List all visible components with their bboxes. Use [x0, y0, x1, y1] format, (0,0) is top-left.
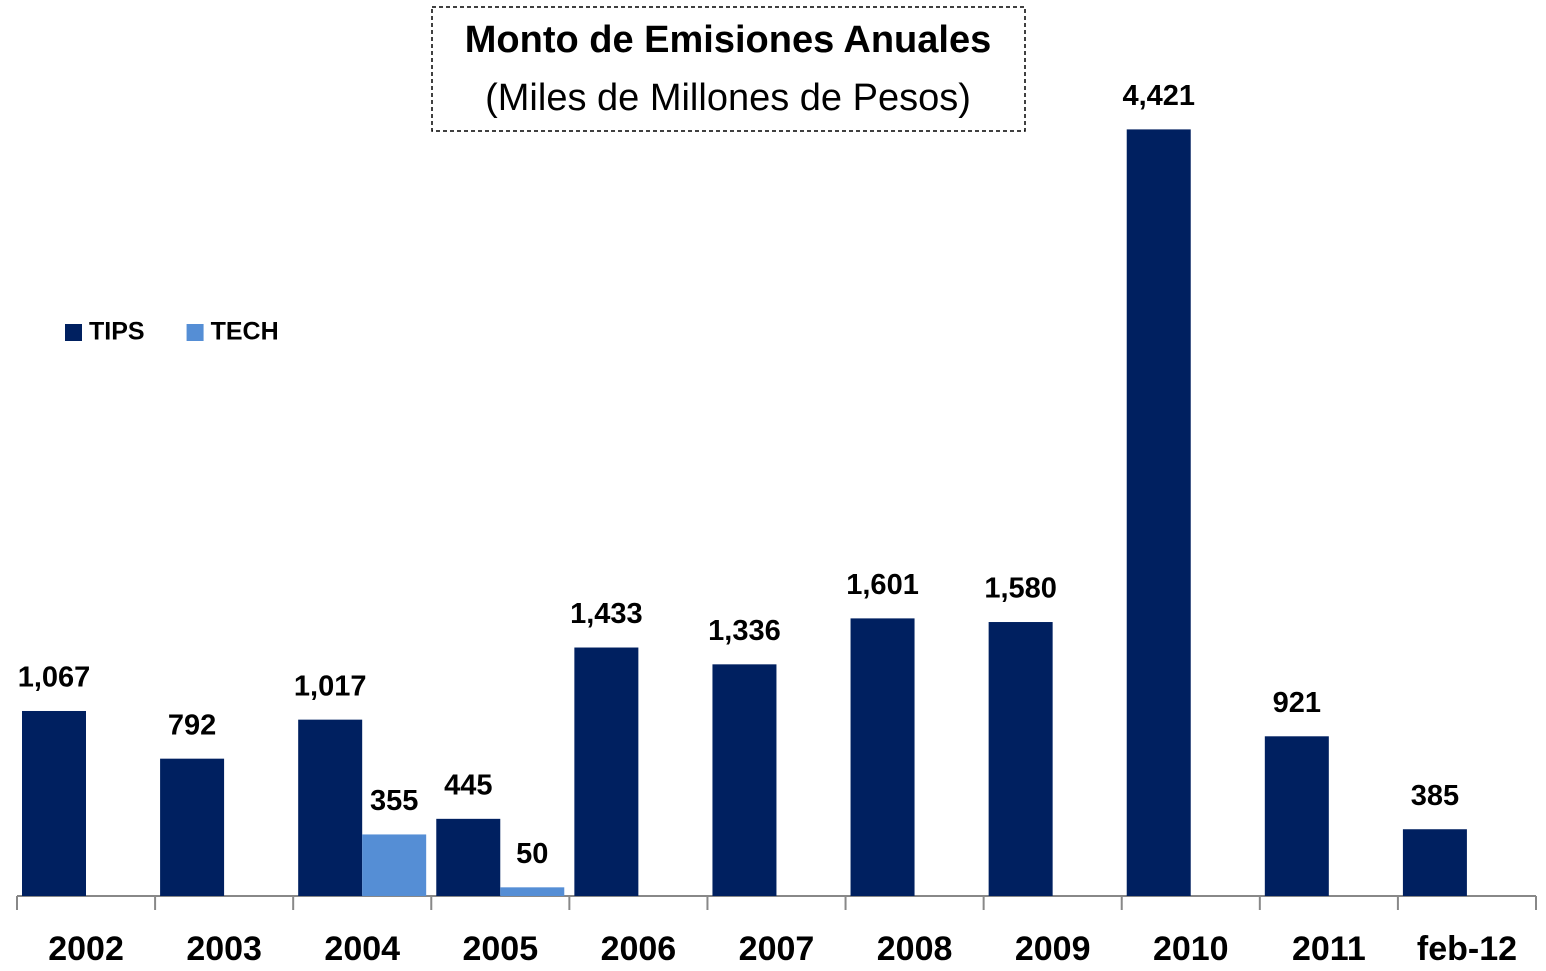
x-tick-label: feb-12 — [1417, 930, 1517, 968]
x-tick-label: 2005 — [462, 930, 538, 968]
bar — [1402, 829, 1467, 896]
bar — [362, 834, 427, 896]
x-tick-label: 2011 — [1292, 930, 1366, 968]
bar — [436, 818, 501, 896]
bar — [1264, 736, 1329, 896]
data-label: 1,336 — [708, 615, 781, 647]
x-tick-label: 2009 — [1015, 930, 1091, 968]
legend-swatch — [186, 324, 204, 341]
data-label: 1,580 — [984, 573, 1057, 605]
data-label: 1,067 — [18, 662, 91, 694]
legend-label: TECH — [211, 318, 279, 346]
bar — [574, 647, 639, 896]
bar — [160, 758, 225, 896]
data-label: 445 — [444, 769, 492, 801]
title-box — [431, 6, 1026, 132]
data-label: 1,433 — [570, 598, 643, 630]
data-label: 4,421 — [1122, 80, 1195, 112]
data-label: 385 — [1411, 780, 1459, 812]
bar — [22, 710, 86, 896]
bar — [712, 664, 777, 896]
x-tick-label: 2004 — [324, 930, 400, 968]
x-tick-label: 2007 — [739, 930, 815, 968]
data-label: 792 — [168, 709, 216, 741]
data-label: 921 — [1273, 687, 1321, 719]
x-tick-label: 2006 — [601, 930, 677, 968]
legend-label: TIPS — [89, 318, 145, 346]
legend-swatch — [65, 324, 82, 341]
bar — [850, 618, 915, 896]
x-tick-label: 2010 — [1153, 930, 1229, 968]
data-label: 1,601 — [846, 569, 919, 601]
data-label: 355 — [370, 785, 418, 817]
data-label: 1,017 — [294, 670, 367, 702]
bar — [500, 887, 565, 896]
chart-subtitle: (Miles de Millones de Pesos) — [485, 77, 971, 119]
bar — [988, 622, 1053, 896]
x-tick-label: 2002 — [48, 930, 124, 968]
x-tick-label: 2003 — [186, 930, 262, 968]
bar — [298, 719, 363, 896]
chart-title: Monto de Emisiones Anuales — [465, 19, 991, 61]
data-label: 50 — [516, 838, 548, 870]
bar — [1126, 129, 1191, 896]
x-tick-label: 2008 — [877, 930, 953, 968]
